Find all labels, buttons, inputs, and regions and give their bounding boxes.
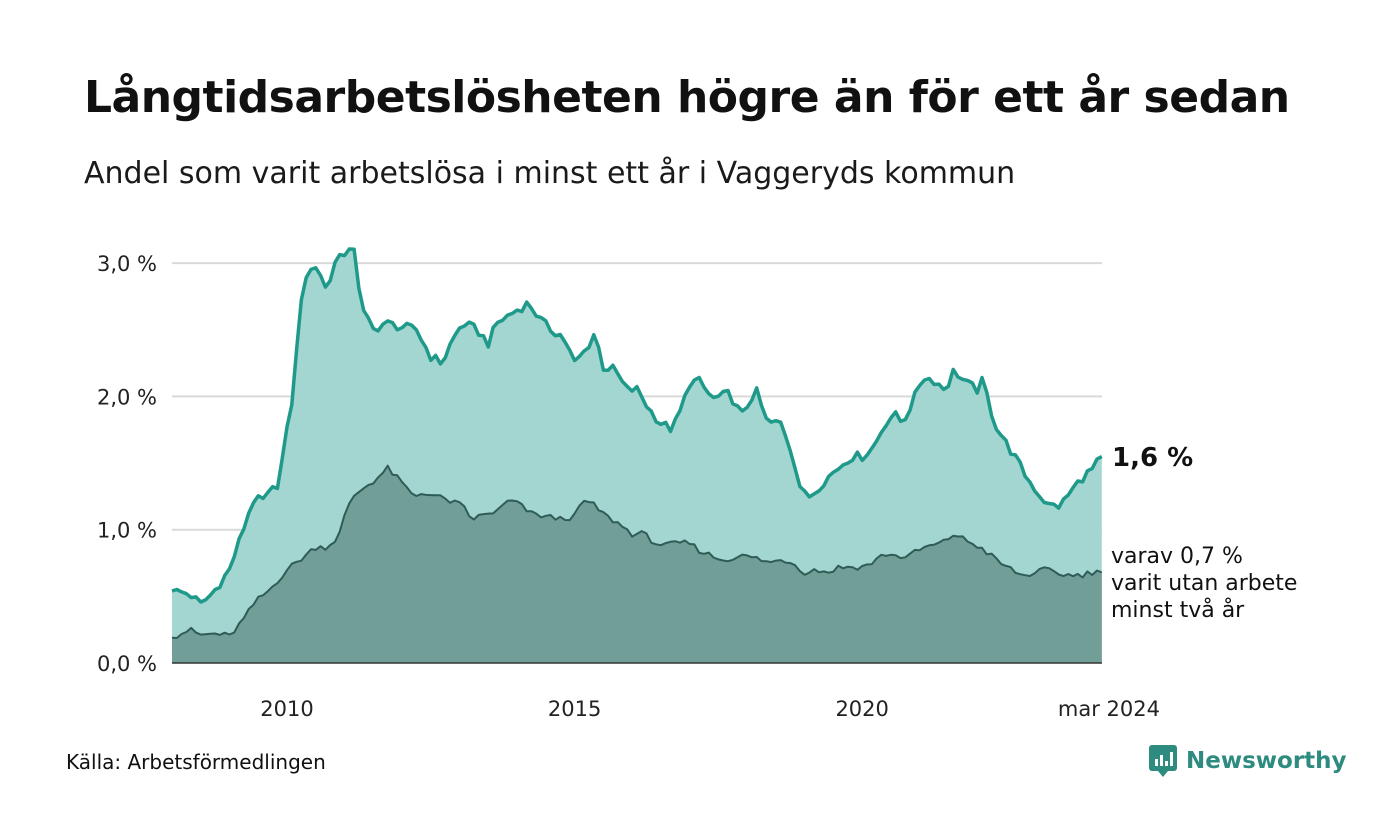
y-axis-labels: 0,0 % 1,0 % 2,0 % 3,0 %: [97, 252, 157, 676]
note-line-3: minst två år: [1111, 597, 1245, 623]
x-tick-label-2: 2020: [835, 697, 888, 721]
brand-logo[interactable]: Newsworthy: [1148, 744, 1347, 778]
note-line-1: varav 0,7 %: [1111, 544, 1243, 569]
area-minst-tva-ar: [172, 465, 1102, 663]
chart-subtitle: Andel som varit arbetslösa i minst ett å…: [84, 156, 1016, 191]
newsworthy-icon: [1149, 745, 1177, 777]
brand-name: Newsworthy: [1186, 748, 1347, 774]
end-value-label: 1,6 %: [1112, 443, 1193, 473]
x-tick-label-1: 2015: [548, 697, 601, 721]
line-minst-tva-ar: [171, 464, 1103, 639]
source-label: Källa: Arbetsförmedlingen: [66, 750, 326, 774]
note-line-2: varit utan arbete: [1111, 571, 1297, 596]
x-tick-label-0: 2010: [260, 697, 313, 721]
x-tick-label-3: mar 2024: [1058, 697, 1160, 721]
x-axis-labels: 2010 2015 2020 mar 2024: [260, 697, 1160, 721]
y-tick-label-3: 3,0 %: [97, 252, 157, 276]
y-tick-label-1: 1,0 %: [97, 519, 157, 543]
y-tick-label-0: 0,0 %: [97, 652, 157, 676]
chart-title: Långtidsarbetslösheten högre än för ett …: [84, 72, 1290, 123]
y-tick-label-2: 2,0 %: [97, 385, 157, 409]
line-minst-ett-ar: [171, 247, 1103, 604]
